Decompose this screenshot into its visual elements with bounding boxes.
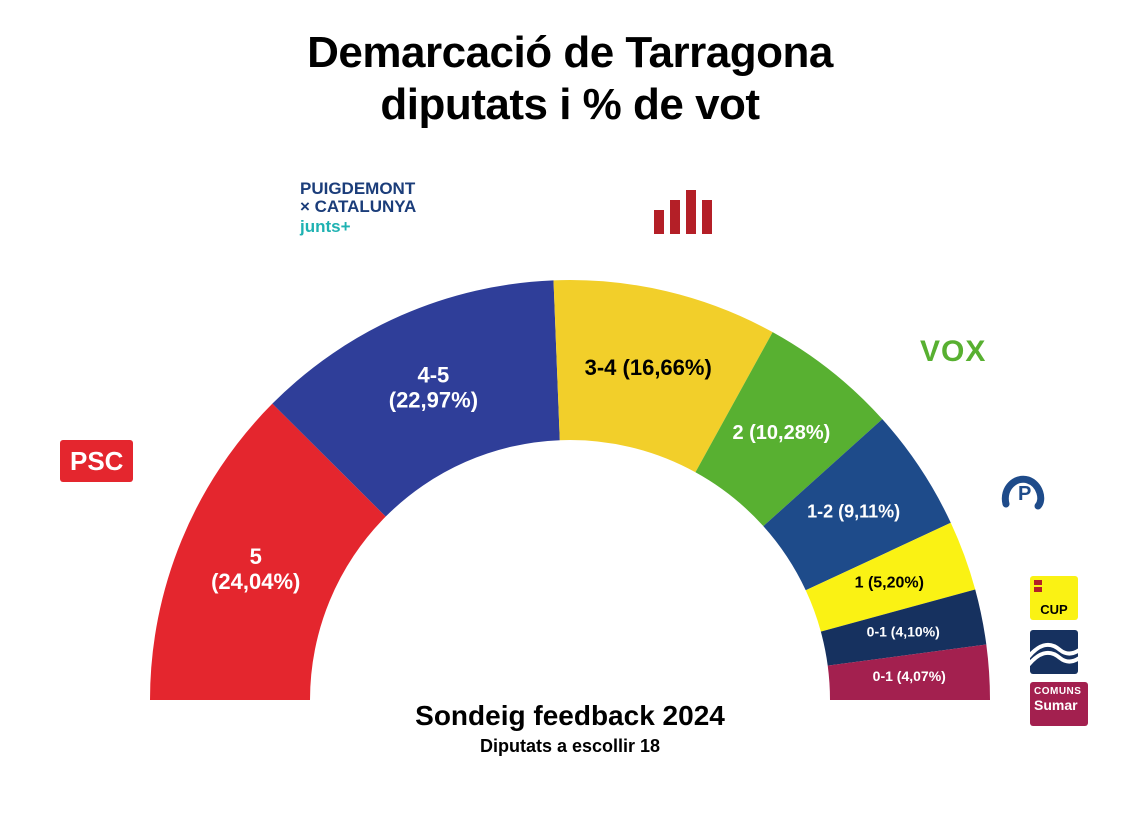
vox-logo: VOX [920, 335, 986, 369]
segment-label-comuns: 0-1 (4,07%) [873, 668, 946, 684]
junts-line2: × CATALUNYA [300, 198, 416, 216]
segment-pct-junts: (22,97%) [389, 388, 478, 413]
junts-line1: PUIGDEMONT [300, 180, 416, 198]
comuns-logo: COMUNS Sumar [1030, 682, 1088, 726]
segment-pct-psc: (24,04%) [211, 569, 300, 594]
cup-logo: CUP [1030, 576, 1078, 620]
junts-logo: PUIGDEMONT × CATALUNYA junts+ [300, 180, 416, 236]
footer-main: Sondeig feedback 2024 [0, 700, 1140, 732]
segment-label-erc: 3-4 (16,66%) [585, 355, 712, 380]
junts-line3: junts+ [300, 218, 416, 236]
segment-label-aliança: 0-1 (4,10%) [867, 623, 940, 639]
comuns-line1: COMUNS [1030, 682, 1088, 697]
segment-seats-junts: 4-5 [418, 362, 450, 387]
svg-text:P: P [1018, 483, 1031, 505]
psc-logo: PSC [60, 440, 133, 482]
alianca-logo [1030, 630, 1078, 674]
segment-seats-psc: 5 [250, 544, 262, 569]
segment-label-cup: 1 (5,20%) [855, 574, 924, 591]
segment-label-pp: 1-2 (9,11%) [807, 501, 900, 521]
segment-label-vox: 2 (10,28%) [732, 422, 830, 444]
cup-text: CUP [1030, 602, 1078, 617]
erc-logo [650, 190, 714, 239]
footer-sub: Diputats a escollir 18 [0, 736, 1140, 757]
comuns-line2: Sumar [1030, 697, 1088, 713]
